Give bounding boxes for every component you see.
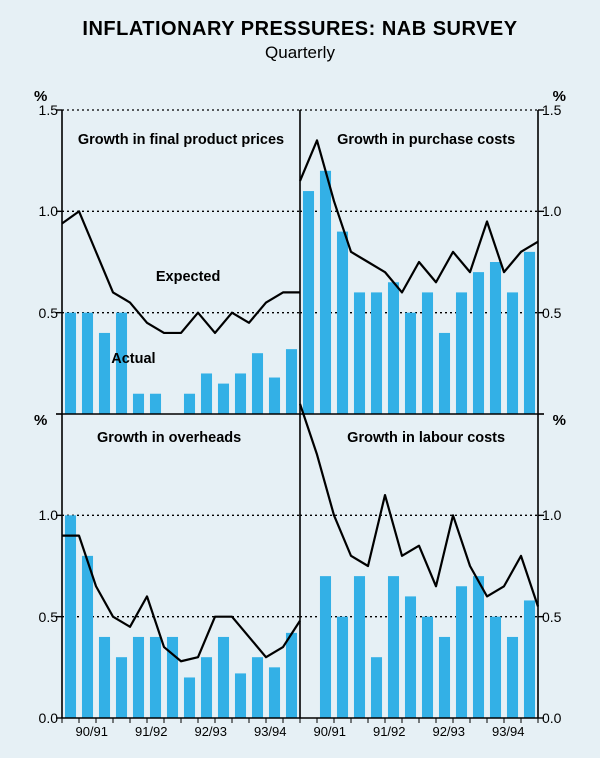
panel-title: Growth in overheads (97, 430, 241, 446)
xlabel: 91/92 (360, 724, 420, 744)
xlabel: 90/91 (300, 724, 360, 744)
panel-title: Growth in purchase costs (337, 132, 515, 148)
x-axis-labels-left: 90/91 91/92 92/93 93/94 (62, 724, 300, 744)
y-symbol-bot-right: % (553, 412, 566, 429)
panel-title: Growth in labour costs (347, 430, 505, 446)
xlabel: 92/93 (419, 724, 479, 744)
y-tick-label: 1.0 (542, 507, 570, 523)
panel-final-product-prices: Growth in final product prices Expected Ac… (62, 110, 300, 414)
y-tick-label: 0.5 (30, 609, 58, 625)
y-tick-label: 0.0 (542, 710, 570, 726)
y-tick-label: 1.5 (30, 102, 58, 118)
chart-title-sub: Quarterly (0, 43, 600, 63)
series-label: Expected (156, 269, 220, 285)
y-tick-label: 0.5 (542, 609, 570, 625)
y-tick-label: 1.0 (542, 203, 570, 219)
xlabel: 91/92 (122, 724, 182, 744)
chart-title-main: INFLATIONARY PRESSURES: NAB SURVEY (0, 18, 600, 41)
panel-overheads: Growth in overheads (62, 414, 300, 718)
y-symbol-bot-left: % (34, 412, 47, 429)
xlabel: 90/91 (62, 724, 122, 744)
y-tick-label: 0.0 (30, 710, 58, 726)
panel-purchase-costs: Growth in purchase costs (300, 110, 538, 414)
x-axis-labels: 90/91 91/92 92/93 93/94 90/91 91/92 92/9… (62, 724, 538, 744)
xlabel: 93/94 (479, 724, 539, 744)
series-label: Actual (111, 351, 155, 367)
chart-title-block: INFLATIONARY PRESSURES: NAB SURVEY Quart… (0, 0, 600, 63)
xlabel: 93/94 (241, 724, 301, 744)
y-tick-label: 1.0 (30, 203, 58, 219)
y-tick-label: 1.0 (30, 507, 58, 523)
y-tick-label: 0.5 (542, 305, 570, 321)
panel-title: Growth in final product prices (78, 132, 284, 148)
y-tick-label: 1.5 (542, 102, 570, 118)
x-axis-labels-right: 90/91 91/92 92/93 93/94 (300, 724, 538, 744)
panel-labour-costs: Growth in labour costs (300, 414, 538, 718)
y-tick-label: 0.5 (30, 305, 58, 321)
xlabel: 92/93 (181, 724, 241, 744)
chart-stage: Growth in final product prices Expected Ac… (62, 110, 538, 718)
